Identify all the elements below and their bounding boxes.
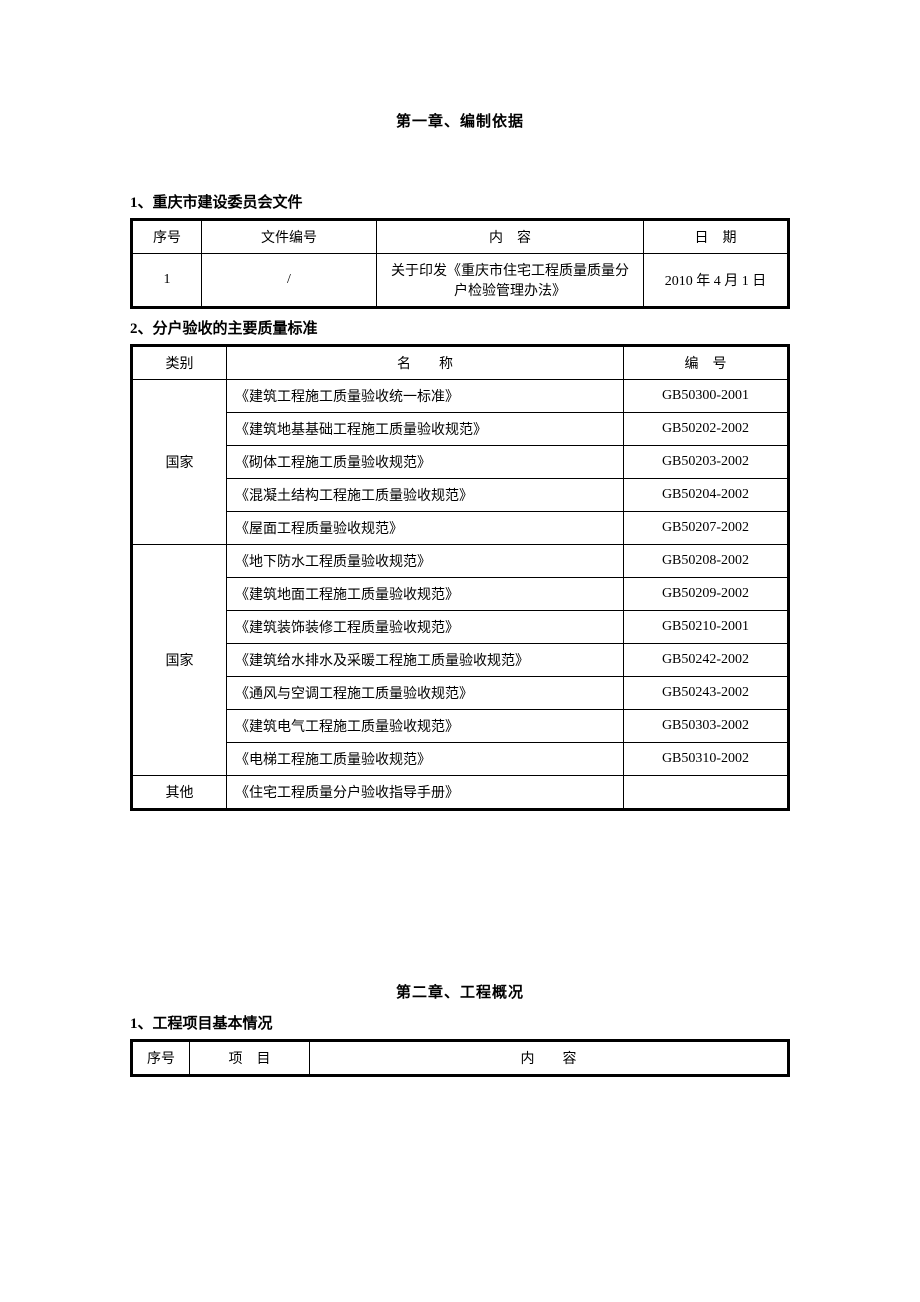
- cell-name: 《砌体工程施工质量验收规范》: [227, 446, 624, 479]
- table-row: 国家 《建筑工程施工质量验收统一标准》 GB50300-2001: [132, 380, 789, 413]
- cell-code: GB50310-2002: [624, 743, 789, 776]
- col-seq: 序号: [132, 220, 202, 254]
- document-page: 第一章、编制依据 1、重庆市建设委员会文件 序号 文件编号 内 容 日 期 1 …: [0, 0, 920, 1302]
- section1-heading: 1、重庆市建设委员会文件: [130, 191, 790, 212]
- table-row: 1 / 关于印发《重庆市住宅工程质量质量分户检验管理办法》 2010 年 4 月…: [132, 254, 789, 308]
- cell-code: GB50202-2002: [624, 413, 789, 446]
- cell-code: GB50210-2001: [624, 611, 789, 644]
- table-row: 《建筑地面工程施工质量验收规范》 GB50209-2002: [132, 578, 789, 611]
- table-row: 《电梯工程施工质量验收规范》 GB50310-2002: [132, 743, 789, 776]
- cell-code: GB50209-2002: [624, 578, 789, 611]
- standards-table: 类别 名 称 编 号 国家 《建筑工程施工质量验收统一标准》 GB50300-2…: [130, 344, 790, 811]
- documents-table: 序号 文件编号 内 容 日 期 1 / 关于印发《重庆市住宅工程质量质量分户检验…: [130, 218, 790, 309]
- col-content: 内 容: [310, 1041, 789, 1076]
- cell-name: 《混凝土结构工程施工质量验收规范》: [227, 479, 624, 512]
- table-row: 《通风与空调工程施工质量验收规范》 GB50243-2002: [132, 677, 789, 710]
- project-info-table: 序号 项 目 内 容: [130, 1039, 790, 1077]
- chapter2-title: 第二章、工程概况: [130, 981, 790, 1002]
- table-row: 《砌体工程施工质量验收规范》 GB50203-2002: [132, 446, 789, 479]
- table-header-row: 序号 项 目 内 容: [132, 1041, 789, 1076]
- cell-docno: /: [202, 254, 377, 308]
- table-row: 《建筑地基基础工程施工质量验收规范》 GB50202-2002: [132, 413, 789, 446]
- table-row: 《建筑电气工程施工质量验收规范》 GB50303-2002: [132, 710, 789, 743]
- chapter1-title: 第一章、编制依据: [130, 110, 790, 131]
- cell-code: GB50203-2002: [624, 446, 789, 479]
- col-seq: 序号: [132, 1041, 190, 1076]
- cell-name: 《住宅工程质量分户验收指导手册》: [227, 776, 624, 810]
- cell-code: GB50300-2001: [624, 380, 789, 413]
- table-row: 《混凝土结构工程施工质量验收规范》 GB50204-2002: [132, 479, 789, 512]
- table-row: 国家 《地下防水工程质量验收规范》 GB50208-2002: [132, 545, 789, 578]
- table-row: 《建筑给水排水及采暖工程施工质量验收规范》 GB50242-2002: [132, 644, 789, 677]
- cell-code: GB50303-2002: [624, 710, 789, 743]
- cell-name: 《建筑地基基础工程施工质量验收规范》: [227, 413, 624, 446]
- cell-name: 《屋面工程质量验收规范》: [227, 512, 624, 545]
- table-row: 《屋面工程质量验收规范》 GB50207-2002: [132, 512, 789, 545]
- col-name: 名 称: [227, 346, 624, 380]
- cell-code: GB50208-2002: [624, 545, 789, 578]
- cell-code: GB50242-2002: [624, 644, 789, 677]
- col-date: 日 期: [644, 220, 789, 254]
- col-item: 项 目: [190, 1041, 310, 1076]
- cell-category: 国家: [132, 545, 227, 776]
- cell-category: 其他: [132, 776, 227, 810]
- cell-name: 《电梯工程施工质量验收规范》: [227, 743, 624, 776]
- col-code: 编 号: [624, 346, 789, 380]
- cell-name: 《建筑装饰装修工程质量验收规范》: [227, 611, 624, 644]
- table-row: 其他 《住宅工程质量分户验收指导手册》: [132, 776, 789, 810]
- cell-code: GB50243-2002: [624, 677, 789, 710]
- col-content: 内 容: [377, 220, 644, 254]
- col-docno: 文件编号: [202, 220, 377, 254]
- cell-name: 《建筑给水排水及采暖工程施工质量验收规范》: [227, 644, 624, 677]
- cell-name: 《地下防水工程质量验收规范》: [227, 545, 624, 578]
- cell-code: [624, 776, 789, 810]
- cell-content: 关于印发《重庆市住宅工程质量质量分户检验管理办法》: [377, 254, 644, 308]
- cell-code: GB50207-2002: [624, 512, 789, 545]
- cell-name: 《建筑工程施工质量验收统一标准》: [227, 380, 624, 413]
- cell-name: 《建筑电气工程施工质量验收规范》: [227, 710, 624, 743]
- table-row: 《建筑装饰装修工程质量验收规范》 GB50210-2001: [132, 611, 789, 644]
- section2-heading: 2、分户验收的主要质量标准: [130, 317, 790, 338]
- col-category: 类别: [132, 346, 227, 380]
- cell-category: 国家: [132, 380, 227, 545]
- table-header-row: 类别 名 称 编 号: [132, 346, 789, 380]
- cell-code: GB50204-2002: [624, 479, 789, 512]
- table-header-row: 序号 文件编号 内 容 日 期: [132, 220, 789, 254]
- ch2-section1-heading: 1、工程项目基本情况: [130, 1012, 790, 1033]
- cell-name: 《建筑地面工程施工质量验收规范》: [227, 578, 624, 611]
- cell-name: 《通风与空调工程施工质量验收规范》: [227, 677, 624, 710]
- cell-seq: 1: [132, 254, 202, 308]
- cell-date: 2010 年 4 月 1 日: [644, 254, 789, 308]
